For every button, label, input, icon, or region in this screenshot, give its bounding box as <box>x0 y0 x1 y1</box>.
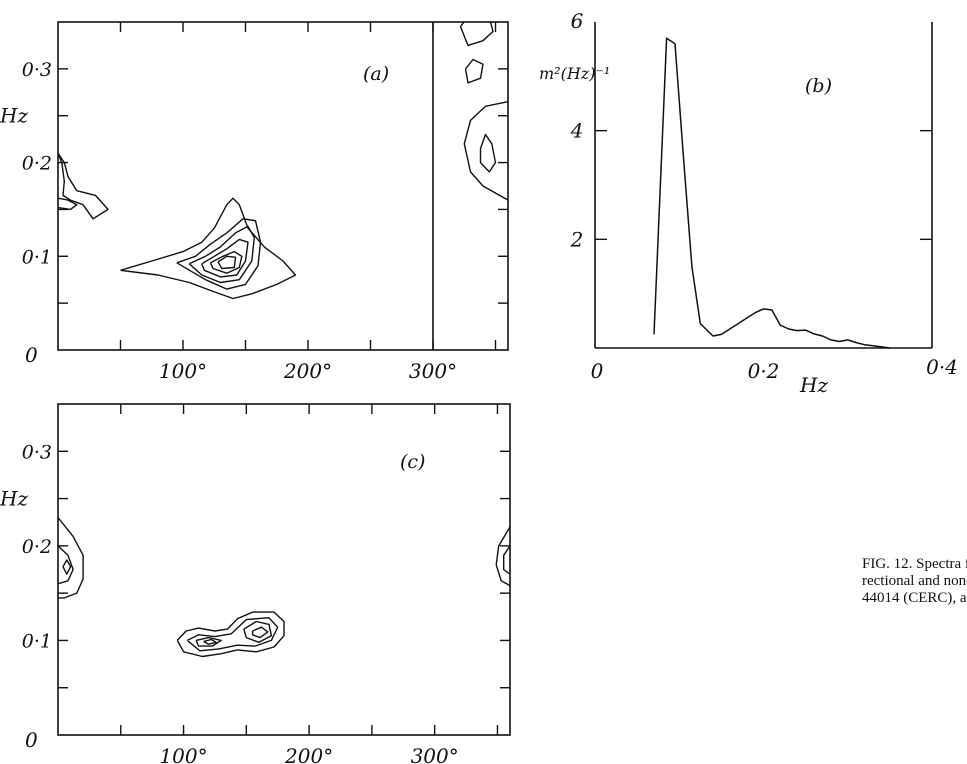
contour-line <box>459 22 494 47</box>
y-tick-label: 6 <box>571 9 584 33</box>
caption-head: FIG. 12. <box>862 556 913 572</box>
contour-line <box>479 133 497 173</box>
contour-line <box>120 197 297 300</box>
contour-group <box>58 22 508 300</box>
x-tick-label: 200° <box>283 359 332 383</box>
y-axis-label: Hz <box>0 104 28 128</box>
x-tick-label: 300° <box>409 359 457 383</box>
contour-group <box>58 517 510 658</box>
plot-frame <box>57 403 511 736</box>
contour-line <box>217 255 237 270</box>
spectrum-line <box>653 37 890 349</box>
x-tick-label: 100° <box>159 359 207 383</box>
contour-line <box>62 559 72 575</box>
contour-line <box>58 517 84 599</box>
y-tick-label: 4 <box>570 119 584 143</box>
y-tick-label: 0 <box>25 728 38 752</box>
contour-line <box>201 238 249 278</box>
panel-label: (b) <box>805 75 832 97</box>
contour-line <box>176 218 262 290</box>
panel-a-contour-plot: 100° 200° 300° 0 0·1 0·2 0·3 Hz (a) <box>0 21 509 383</box>
y-axis-label: Hz <box>0 487 28 511</box>
panel-c-contour-plot: 100° 200° 300° 0 0·1 0·2 0·3 Hz (c) <box>0 403 511 764</box>
contour-line <box>463 101 508 201</box>
contour-line <box>188 225 255 284</box>
x-tick-label: 200° <box>284 744 333 764</box>
plot-frame <box>57 21 509 351</box>
figure-caption: FIG. 12. Spectra for measurements 5C. A … <box>862 556 967 646</box>
y-tick-label: 0 <box>25 343 38 367</box>
y-tick-label: 0·2 <box>22 153 52 175</box>
y-axis-label: m²(Hz)⁻¹ <box>539 64 610 83</box>
contour-line <box>464 58 484 84</box>
x-tick-label: 300° <box>411 744 459 764</box>
y-tick-label: 0·3 <box>22 441 52 463</box>
contour-line <box>58 152 109 220</box>
contour-line <box>495 526 510 587</box>
contour-line <box>58 545 74 585</box>
caption-line-3: 44014 (CERC), and below, the spectrum fr… <box>862 590 967 606</box>
contour-line <box>203 638 217 645</box>
y-tick-label: 0·3 <box>22 59 52 81</box>
panel-label: (a) <box>363 63 389 85</box>
y-tick-label: 0·1 <box>22 630 52 652</box>
y-tick-label: 2 <box>570 227 584 251</box>
caption-line-1: Spectra for measurements 5C. A <box>916 556 967 572</box>
y-tick-label: 0·1 <box>22 246 52 268</box>
contour-line <box>176 611 285 658</box>
contour-line <box>209 250 243 274</box>
contour-line <box>186 617 279 652</box>
contour-line <box>195 636 222 647</box>
x-tick-label: 100° <box>159 744 207 764</box>
panel-b-spectrum-plot: 0 0·2 0·4 2 4 6 m²(Hz)⁻¹ Hz (b) <box>539 9 958 397</box>
x-tick-label: 0·4 <box>926 355 958 379</box>
contour-line <box>503 545 510 575</box>
x-axis-label: Hz <box>799 373 828 397</box>
panel-label: (c) <box>400 451 425 473</box>
contour-line <box>243 620 273 643</box>
contour-line <box>58 197 78 211</box>
y-tick-label: 0·2 <box>22 536 52 558</box>
x-tick-label: 0·2 <box>748 359 780 383</box>
contour-line <box>251 626 269 639</box>
x-tick-label: 0 <box>591 359 604 383</box>
caption-line-2: rectional and nondirectional frequency b… <box>862 573 967 589</box>
